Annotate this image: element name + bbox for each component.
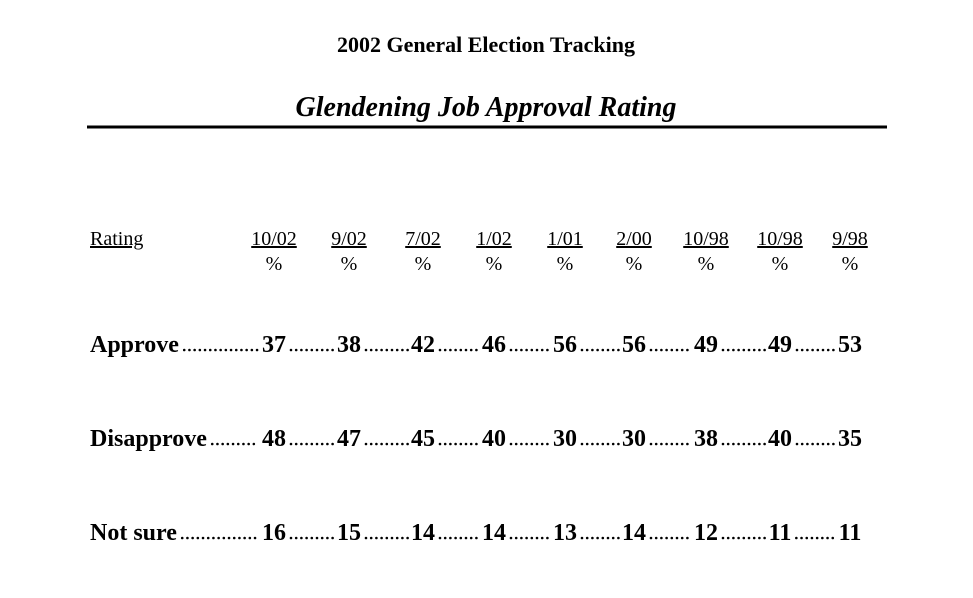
cell-value: 14 [622, 520, 646, 546]
cell-value: 16 [262, 520, 286, 546]
cell-value: 14 [411, 520, 435, 546]
column-label: 10/98 [683, 228, 729, 250]
cell-value: 56 [553, 332, 577, 358]
cell-value: 11 [769, 520, 792, 546]
cell-value: 49 [694, 332, 718, 358]
cell-value: 15 [337, 520, 361, 546]
cell-value: 42 [411, 332, 435, 358]
column-unit: % [842, 253, 859, 275]
row-header: Rating [90, 228, 143, 250]
column-label: 10/02 [251, 228, 297, 250]
subtitle: Glendening Job Approval Rating [296, 92, 677, 123]
cell-value: 40 [482, 426, 506, 452]
column-label: 9/02 [331, 228, 367, 250]
row-label: Not sure [90, 520, 177, 546]
cell-value: 40 [768, 426, 792, 452]
cell-value: 13 [553, 520, 577, 546]
column-unit: % [698, 253, 715, 275]
column-label: 9/98 [832, 228, 868, 250]
cell-value: 56 [622, 332, 646, 358]
column-label: 2/00 [616, 228, 652, 250]
cell-value: 38 [337, 332, 361, 358]
cell-value: 37 [262, 332, 286, 358]
cell-value: 30 [622, 426, 646, 452]
cell-value: 11 [839, 520, 862, 546]
cell-value: 49 [768, 332, 792, 358]
cell-value: 46 [482, 332, 506, 358]
column-unit: % [626, 253, 643, 275]
cell-value: 48 [262, 426, 286, 452]
column-label: 1/02 [476, 228, 512, 250]
cell-value: 35 [838, 426, 862, 452]
column-unit: % [486, 253, 503, 275]
cell-value: 53 [838, 332, 862, 358]
cell-value: 30 [553, 426, 577, 452]
column-unit: % [266, 253, 283, 275]
column-unit: % [341, 253, 358, 275]
cell-value: 47 [337, 426, 361, 452]
column-label: 7/02 [405, 228, 441, 250]
cell-value: 38 [694, 426, 718, 452]
column-label: 1/01 [547, 228, 583, 250]
row-label: Approve [90, 332, 179, 358]
column-unit: % [415, 253, 432, 275]
cell-value: 14 [482, 520, 506, 546]
cell-value: 45 [411, 426, 435, 452]
row-label: Disapprove [90, 426, 207, 452]
cell-value: 12 [694, 520, 718, 546]
column-unit: % [772, 253, 789, 275]
title: 2002 General Election Tracking [337, 32, 635, 57]
column-label: 10/98 [757, 228, 803, 250]
column-unit: % [557, 253, 574, 275]
